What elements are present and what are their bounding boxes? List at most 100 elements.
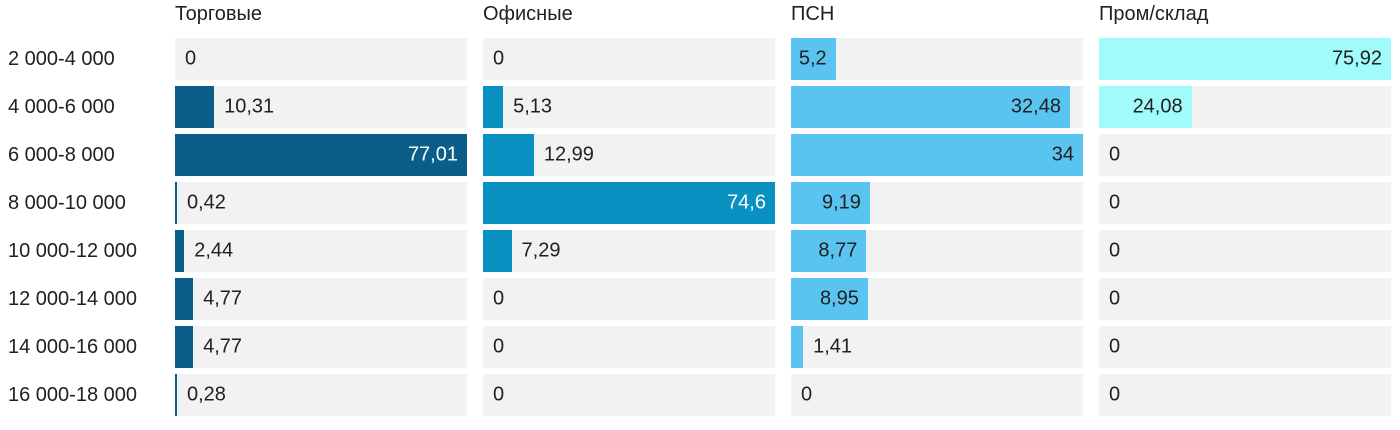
bar-value: 0: [801, 383, 813, 406]
bar-value: 0: [493, 287, 505, 310]
row-label: 6 000-8 000: [8, 143, 115, 166]
row-label: 8 000-10 000: [8, 191, 126, 214]
bar-value: 0: [1109, 239, 1121, 262]
chart-row: 6 000-8 000 77,01 12,99 34 0: [0, 134, 1400, 176]
bar-value: 12,99: [543, 143, 594, 166]
chart-row: 14 000-16 000 4,77 0 1,41 0: [0, 326, 1400, 368]
bar-value: 0: [1109, 191, 1121, 214]
bar-fill: [791, 230, 867, 272]
row-label: 4 000-6 000: [8, 95, 115, 118]
bar-fill: [175, 134, 467, 176]
bar-value: 10,31: [224, 95, 275, 118]
bar-value: 0: [1109, 287, 1121, 310]
bar-value: 0: [493, 47, 505, 70]
chart-row: 8 000-10 000 0,42 74,6 9,19 0: [0, 182, 1400, 224]
bar-fill: [791, 182, 870, 224]
bar-fill: [175, 374, 177, 416]
row-label: 12 000-14 000: [8, 287, 138, 310]
bar-fill: [483, 134, 534, 176]
chart-row: 10 000-12 000 2,44 7,29 8,77 0: [0, 230, 1400, 272]
bar-fill: [791, 278, 868, 320]
chart-row: 2 000-4 000 0 0 5,2 75,92: [0, 38, 1400, 80]
bar-track: 0,28: [175, 374, 467, 416]
bar-track: 0: [1099, 182, 1391, 224]
column-header-prom-sklad: Пром/склад: [1099, 3, 1209, 25]
bar-track: 0,42: [175, 182, 467, 224]
bar-value: 0: [493, 335, 505, 358]
bar-value: 5,2: [798, 47, 827, 70]
bar-value: 77,01: [407, 143, 458, 166]
bar-track: 1,41: [791, 326, 1083, 368]
chart-row: 16 000-18 000 0,28 0 0 0: [0, 374, 1400, 416]
bar-track: 74,6: [483, 182, 775, 224]
bar-track: 0: [483, 278, 775, 320]
row-label: 14 000-16 000: [8, 335, 138, 358]
bar-track: 34: [791, 134, 1083, 176]
bar-track: 2,44: [175, 230, 467, 272]
bar-value: 0: [1109, 143, 1121, 166]
bar-track: 0: [483, 326, 775, 368]
bar-fill: [175, 182, 177, 224]
bar-track: 12,99: [483, 134, 775, 176]
chart-row: 4 000-6 000 10,31 5,13 32,48 24,08: [0, 86, 1400, 128]
bar-fill: [175, 230, 185, 272]
bar-track: 7,29: [483, 230, 775, 272]
bar-track: 24,08: [1099, 86, 1391, 128]
bar-value: 0: [1109, 335, 1121, 358]
row-label: 10 000-12 000: [8, 239, 138, 262]
bar-value: 32,48: [1010, 95, 1061, 118]
bar-track: 0: [1099, 326, 1391, 368]
bar-value: 5,13: [513, 95, 553, 118]
bar-fill: [791, 326, 804, 368]
bar-track: 0: [483, 374, 775, 416]
bar-value: 7,29: [521, 239, 561, 262]
bar-track: 10,31: [175, 86, 467, 128]
bar-value: 4,77: [203, 287, 243, 310]
bar-fill: [483, 182, 775, 224]
chart-row: 12 000-14 000 4,77 0 8,95 0: [0, 278, 1400, 320]
bar-fill: [175, 326, 194, 368]
bar-track: 0: [791, 374, 1083, 416]
bar-value: 0,42: [187, 191, 226, 214]
column-header-psn: ПСН: [791, 3, 835, 25]
row-label: 16 000-18 000: [8, 383, 138, 406]
row-label: 2 000-4 000: [8, 47, 115, 70]
bar-fill: [1099, 86, 1192, 128]
bar-track: 0: [175, 38, 467, 80]
bar-fill: [791, 134, 1083, 176]
bar-value: 4,77: [203, 335, 243, 358]
bar-track: 0: [1099, 134, 1391, 176]
bar-fill: [791, 38, 836, 80]
column-header-torgovye: Торговые: [175, 3, 263, 25]
bar-track: 32,48: [791, 86, 1083, 128]
bar-value: 9,19: [822, 191, 861, 214]
chart-rows: 2 000-4 000 0 0 5,2 75,92 4 000-6 000 10,31 5,1…: [0, 38, 1400, 416]
bar-track: 9,19: [791, 182, 1083, 224]
bar-track: 4,77: [175, 326, 467, 368]
bar-track: 0: [1099, 278, 1391, 320]
bar-value: 74,6: [727, 191, 766, 214]
bar-fill: [483, 230, 512, 272]
bar-track: 8,77: [791, 230, 1083, 272]
bar-track: 0: [1099, 230, 1391, 272]
bar-fill: [175, 86, 215, 128]
bar-value: 75,92: [1331, 47, 1382, 70]
bar-value: 0,28: [187, 383, 226, 406]
bar-value: 8,77: [818, 239, 858, 262]
bar-track: 75,92: [1099, 38, 1391, 80]
bar-value: 34: [1051, 143, 1074, 166]
bar-value: 2,44: [194, 239, 234, 262]
bar-value: 1,41: [813, 335, 853, 358]
bar-value: 0: [493, 383, 505, 406]
column-headers: Торговые Офисные ПСН Пром/склад: [0, 0, 1400, 38]
column-header-ofisnye: Офисные: [483, 3, 573, 25]
bar-fill: [1099, 38, 1391, 80]
bar-fill: [791, 86, 1070, 128]
bar-value: 0: [1109, 383, 1121, 406]
bar-value: 24,08: [1132, 95, 1183, 118]
bar-track: 5,2: [791, 38, 1083, 80]
bar-track: 0: [483, 38, 775, 80]
bar-track: 5,13: [483, 86, 775, 128]
bar-fill: [175, 278, 194, 320]
